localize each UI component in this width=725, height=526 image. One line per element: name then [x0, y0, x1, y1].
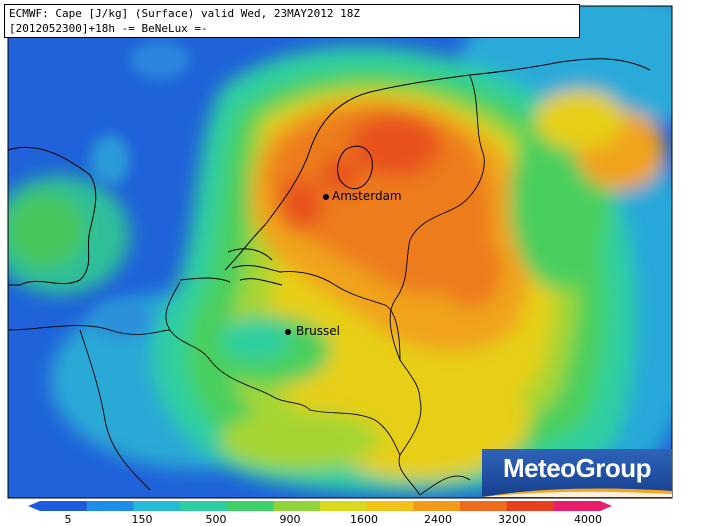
meteogroup-logo: MeteoGroup	[482, 449, 672, 497]
legend-label: 5	[64, 513, 72, 526]
logo-swoosh-icon	[482, 488, 672, 497]
amsterdam-marker	[323, 194, 329, 200]
legend-label: 150	[131, 513, 153, 526]
legend-swatch	[133, 501, 181, 511]
city-label-brussel: Brussel	[296, 324, 340, 338]
legend-swatch	[40, 501, 88, 511]
map-header: ECMWF: Cape [J/kg] (Surface) valid Wed, …	[4, 4, 580, 38]
legend-swatch	[86, 501, 134, 511]
legend-swatch	[506, 501, 554, 511]
header-subtitle: [2012052300]+18h -= BeNeLux =-	[9, 22, 208, 35]
legend-swatch	[180, 501, 228, 511]
legend-label: 900	[279, 513, 301, 526]
city-label-amsterdam: Amsterdam	[332, 189, 402, 203]
cape-field	[8, 6, 672, 498]
legend-swatch	[226, 501, 274, 511]
logo-text: MeteoGroup	[502, 453, 652, 483]
legend-arrow-right	[600, 501, 612, 511]
legend-swatch	[413, 501, 461, 511]
legend-label: 4000	[574, 513, 602, 526]
borders	[8, 75, 485, 496]
legend-label: 2400	[424, 513, 452, 526]
legend-swatch	[273, 501, 321, 511]
brussel-marker	[285, 329, 291, 335]
legend-swatch	[460, 501, 508, 511]
color-legend-bar	[28, 501, 612, 511]
legend-label: 1600	[350, 513, 378, 526]
coastlines	[8, 58, 651, 286]
color-legend: 5 150 500 900 1600 2400 3200 4000	[0, 500, 725, 526]
legend-swatch	[320, 501, 368, 511]
legend-swatch	[553, 501, 601, 511]
legend-arrow-left	[28, 501, 40, 511]
legend-label: 500	[205, 513, 227, 526]
legend-swatch	[366, 501, 414, 511]
header-title: ECMWF: Cape [J/kg] (Surface) valid Wed, …	[9, 7, 360, 20]
legend-label: 3200	[498, 513, 526, 526]
